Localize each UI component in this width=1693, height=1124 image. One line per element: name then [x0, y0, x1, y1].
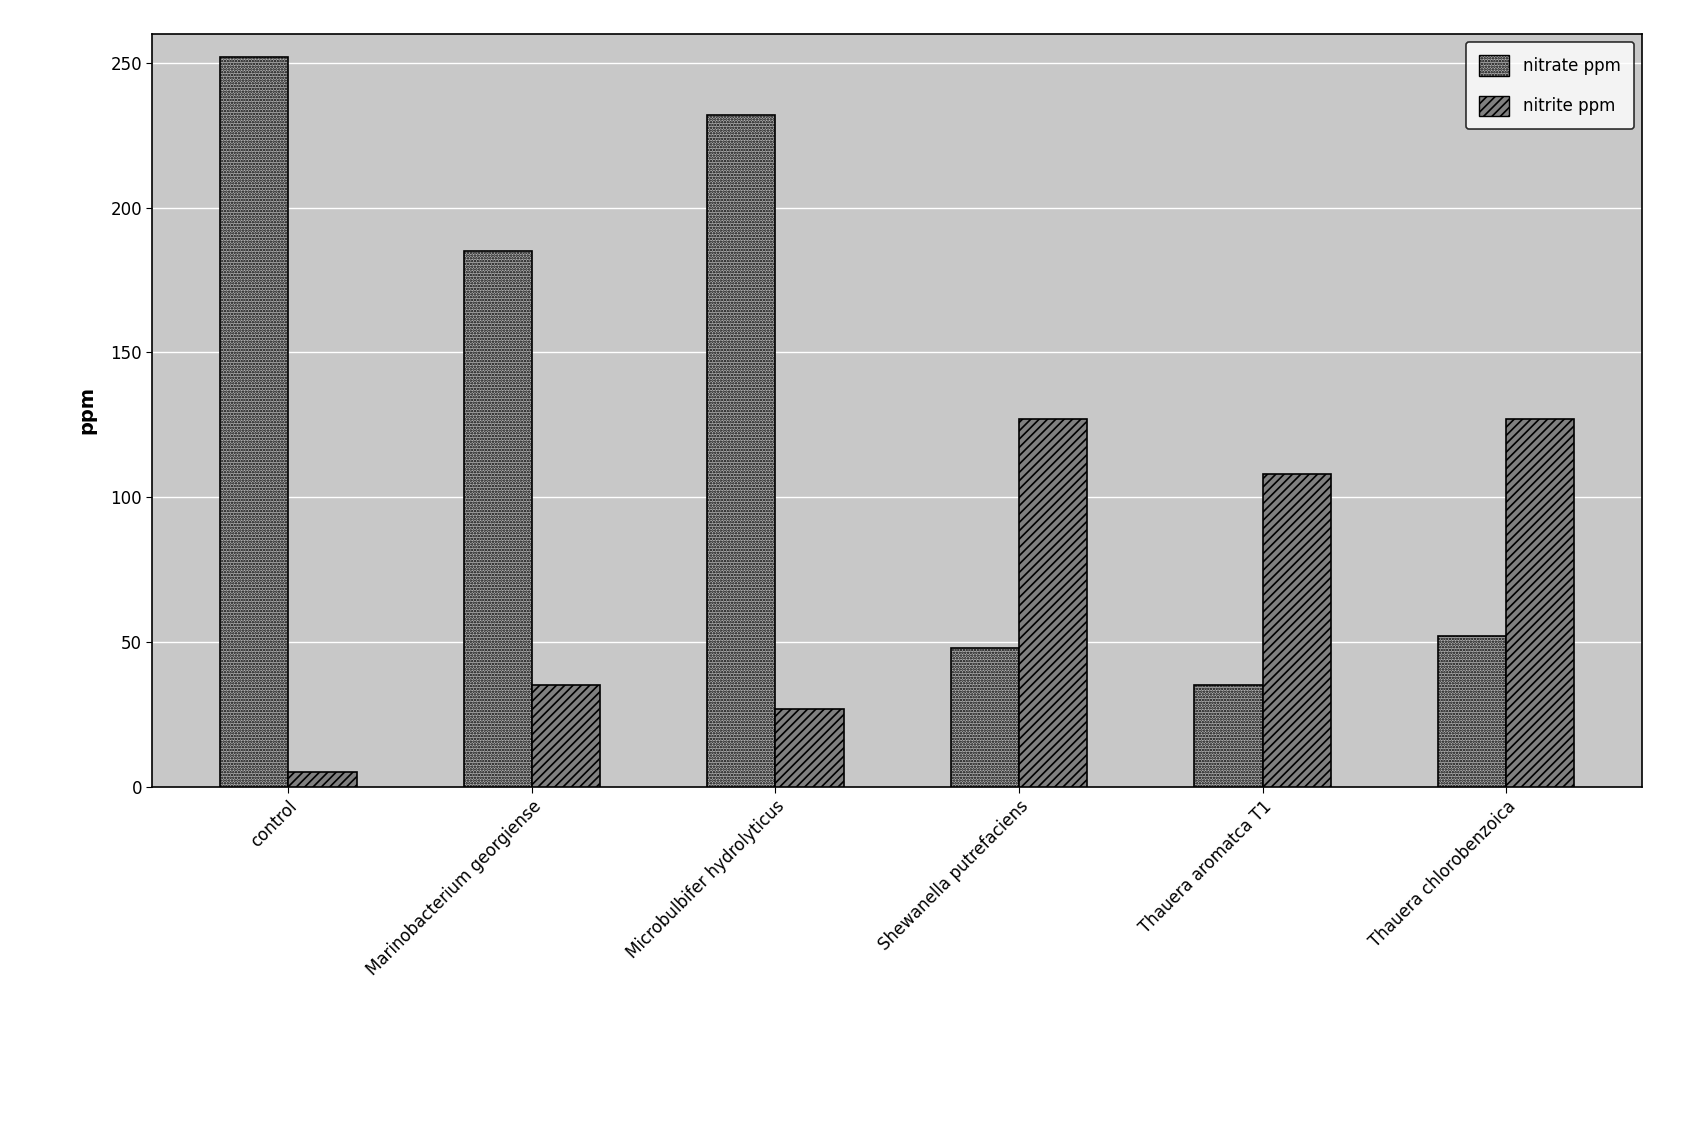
Bar [532, 686, 599, 787]
Bar [1437, 636, 1507, 787]
Legend: nitrate ppm, nitrite ppm: nitrate ppm, nitrite ppm [1466, 42, 1634, 129]
Bar [1019, 419, 1087, 787]
Bar [1195, 686, 1263, 787]
Bar [775, 708, 843, 787]
Bar [951, 647, 1019, 787]
Bar [288, 772, 357, 787]
Bar [708, 115, 775, 787]
Bar [1263, 474, 1331, 787]
Y-axis label: ppm: ppm [78, 387, 97, 434]
Bar [220, 57, 288, 787]
Bar [1507, 419, 1574, 787]
Bar [464, 251, 532, 787]
